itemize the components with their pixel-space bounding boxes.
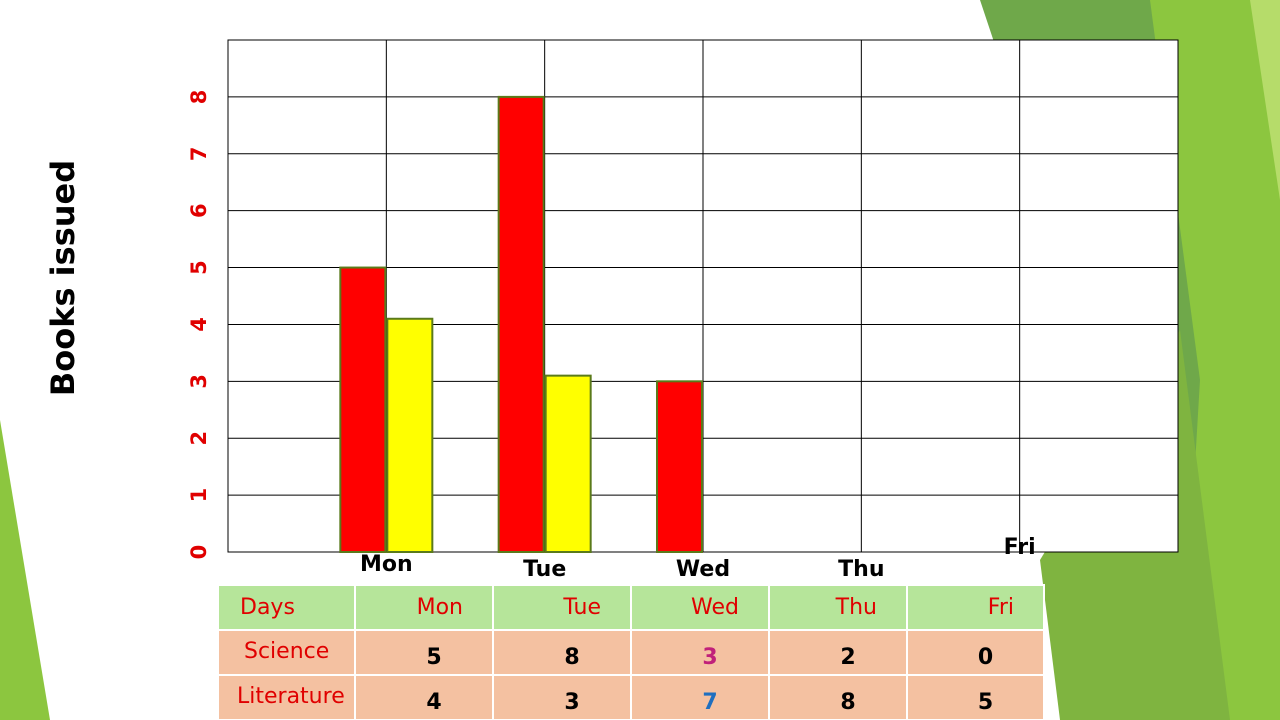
- header-text: Days: [240, 595, 295, 620]
- cell-value: 4: [426, 690, 441, 715]
- y-axis-label: Books issued: [44, 160, 82, 396]
- cell-value: 5: [426, 645, 441, 670]
- table-cell: [630, 629, 770, 676]
- cell-value: 3: [702, 645, 717, 670]
- header-text: Wed: [691, 595, 739, 620]
- row-label: Literature: [237, 684, 345, 709]
- x-tick-label: Wed: [676, 557, 730, 582]
- bar: [656, 380, 703, 554]
- header-cell: [217, 584, 356, 631]
- header-cell: [492, 584, 632, 631]
- cell-value: 7: [702, 690, 717, 715]
- y-tick-label: 4: [187, 317, 211, 332]
- cell-value: 8: [564, 645, 579, 670]
- cell-value: 2: [840, 645, 855, 670]
- x-tick-label: Tue: [523, 557, 566, 582]
- table-cell: [768, 674, 908, 720]
- data-table: Days Mon Tue Wed Thu Fri Science 5 8 3 2 0 Literatur…: [217, 584, 1045, 720]
- table-cell: [217, 674, 356, 720]
- table-cell: [768, 629, 908, 676]
- bar: [544, 374, 592, 553]
- x-tick-label: Mon: [360, 552, 413, 577]
- y-tick-label: 6: [187, 203, 211, 218]
- cell-value: 8: [840, 690, 855, 715]
- x-tick-label: Fri: [1004, 535, 1036, 560]
- table-cell: [492, 674, 632, 720]
- bar: [339, 266, 387, 553]
- y-tick-label: 5: [187, 260, 211, 275]
- cell-value: 5: [978, 690, 993, 715]
- y-tick-label: 8: [187, 90, 211, 105]
- y-tick-label: 0: [187, 545, 211, 560]
- table-cell: [492, 629, 632, 676]
- y-tick-label: 7: [187, 146, 211, 161]
- row-label: Science: [244, 639, 329, 664]
- y-tick-label: 3: [187, 374, 211, 389]
- header-cell: [768, 584, 908, 631]
- x-tick-label: Thu: [838, 557, 884, 582]
- header-text: Mon: [417, 595, 463, 620]
- table-cell: [354, 674, 494, 720]
- table-cell: [630, 674, 770, 720]
- header-text: Fri: [988, 595, 1014, 620]
- bar: [497, 95, 545, 553]
- header-cell: [906, 584, 1045, 631]
- cell-value: 3: [564, 690, 579, 715]
- bar: [386, 317, 434, 553]
- y-tick-label: 2: [187, 431, 211, 446]
- table-cell: [906, 629, 1045, 676]
- y-tick-label: 1: [187, 488, 211, 503]
- header-text: Tue: [562, 595, 601, 620]
- header-text: Thu: [835, 595, 877, 620]
- table-cell: [906, 674, 1045, 720]
- table-cell: [354, 629, 494, 676]
- cell-value: 0: [978, 645, 993, 670]
